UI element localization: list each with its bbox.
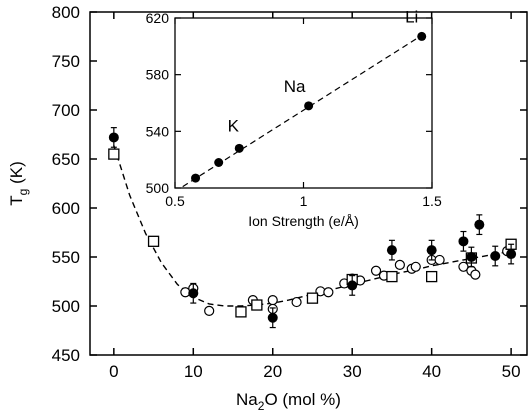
main-chart: 0 10 20 30 40 50450500550600650700750800Na2O … bbox=[7, 3, 528, 413]
x-axis-title-rest: O (mol %) bbox=[264, 390, 341, 409]
open-circle-point bbox=[410, 261, 421, 272]
open-circle-point bbox=[323, 287, 334, 298]
inset-x-axis-title: Ion Strength (e/Å) bbox=[248, 213, 359, 229]
filled-circle-point bbox=[506, 249, 517, 260]
x-axis-title-sub: 2 bbox=[258, 399, 265, 413]
inset-y-tick-label: 540 bbox=[146, 123, 170, 139]
inset-point bbox=[214, 158, 224, 167]
open-circle-point bbox=[291, 296, 302, 308]
open-square-point bbox=[386, 270, 398, 283]
filled-circle-point bbox=[347, 280, 358, 291]
open-square-point bbox=[108, 148, 120, 160]
inset-y-tick-label: 620 bbox=[146, 10, 170, 26]
inset-point bbox=[234, 143, 244, 153]
y-axis-title-base: T bbox=[7, 195, 26, 205]
open-circle-point bbox=[458, 261, 469, 272]
x-tick-label: 50 bbox=[502, 362, 521, 381]
open-square-point bbox=[426, 270, 438, 283]
inset-point bbox=[304, 101, 314, 111]
filled-circle-point bbox=[458, 236, 469, 247]
x-tick-label: 20 bbox=[263, 362, 282, 381]
open-circle-point bbox=[394, 259, 405, 270]
open-square-point bbox=[147, 235, 160, 247]
y-tick-label: 750 bbox=[52, 52, 80, 71]
y-tick-label: 650 bbox=[52, 150, 80, 169]
y-tick-label: 700 bbox=[52, 101, 80, 120]
open-square-point bbox=[251, 299, 263, 311]
filled-circle-point bbox=[474, 219, 485, 230]
y-tick-label: 550 bbox=[52, 248, 80, 267]
filled-circle-point bbox=[386, 245, 397, 256]
y-tick-label: 450 bbox=[52, 346, 80, 365]
filled-circle-point bbox=[267, 312, 278, 323]
filled-circle-point bbox=[188, 288, 199, 299]
x-tick-label: 10 bbox=[184, 362, 203, 381]
open-circle-point bbox=[204, 305, 215, 316]
inset-point-label: K bbox=[228, 116, 240, 135]
inset-point-label: Na bbox=[284, 77, 306, 96]
filled-circle-point bbox=[426, 245, 437, 256]
inset-x-tick-label: 1.5 bbox=[422, 193, 442, 209]
inset-point bbox=[191, 173, 201, 183]
y-tick-label: 800 bbox=[52, 3, 80, 22]
inset-point-label: Li bbox=[405, 7, 418, 26]
open-circle-point bbox=[470, 269, 481, 280]
x-axis-title-base: Na bbox=[236, 390, 258, 409]
open-circle-point bbox=[267, 295, 278, 306]
y-tick-label: 500 bbox=[52, 297, 80, 316]
x-axis-title: Na2O (mol %) bbox=[236, 390, 341, 413]
y-axis-title-sub: g bbox=[16, 189, 30, 196]
plot-frame bbox=[89, 11, 528, 356]
x-tick-label: 0 bbox=[109, 362, 118, 381]
inset-x-tick-label: 0.5 bbox=[165, 193, 185, 209]
fit-curve bbox=[113, 145, 512, 307]
y-axis-title: Tg (K) bbox=[7, 161, 30, 205]
inset-y-tick-label: 580 bbox=[146, 67, 170, 83]
y-axis-title-rest: (K) bbox=[7, 161, 26, 188]
open-square-point bbox=[306, 292, 319, 304]
inset-chart: 0.5 1 1.5 500 540 580 620 Ion Strength (e/Å) K Na… bbox=[146, 7, 442, 229]
y-tick-label: 600 bbox=[52, 199, 80, 218]
x-tick-label: 40 bbox=[422, 362, 441, 381]
filled-circle-point bbox=[108, 132, 119, 143]
inset-y-tick-label: 500 bbox=[146, 180, 170, 196]
inset-x-tick-label: 1 bbox=[300, 193, 308, 209]
open-circle-point bbox=[370, 265, 382, 276]
filled-circle-point bbox=[490, 251, 501, 262]
open-circle-point bbox=[434, 254, 445, 266]
x-tick-label: 30 bbox=[343, 362, 362, 381]
open-square-point bbox=[235, 306, 247, 318]
inset-frame bbox=[174, 17, 433, 189]
inset-point bbox=[417, 31, 427, 41]
inset-fit-line bbox=[182, 31, 428, 188]
filled-circle-point bbox=[466, 252, 477, 262]
